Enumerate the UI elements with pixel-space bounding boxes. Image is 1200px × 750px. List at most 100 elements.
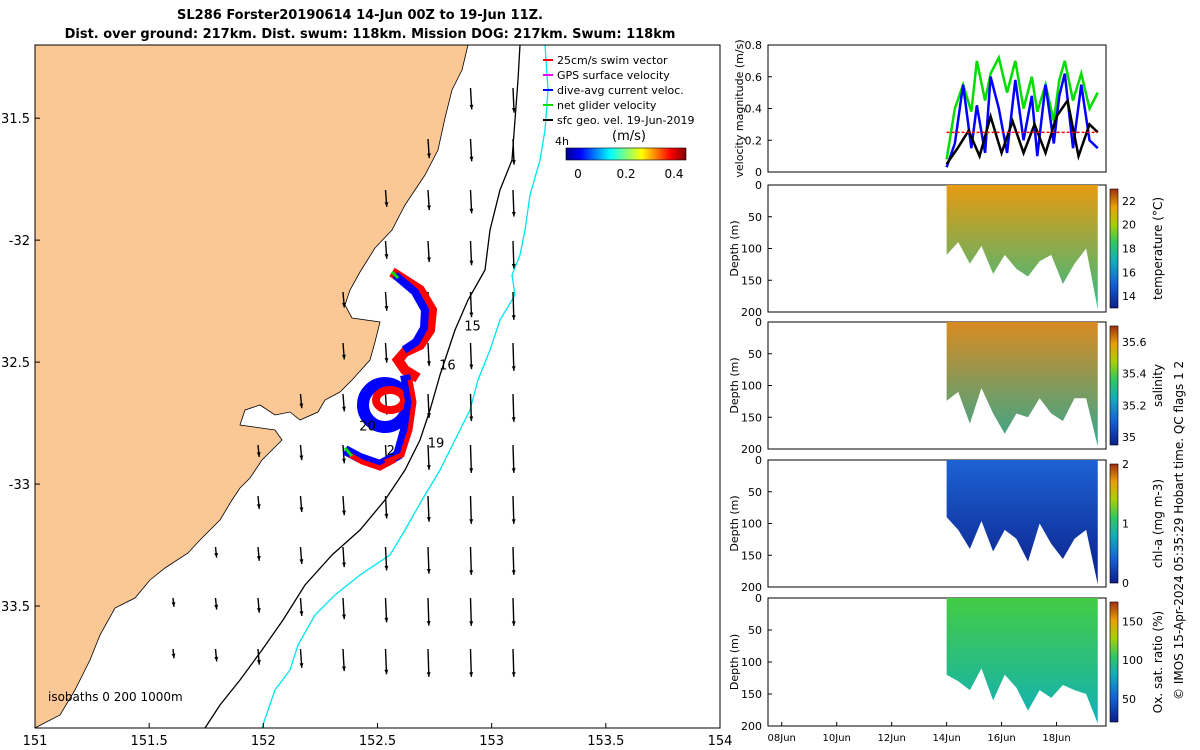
section-ytick-label: 0 bbox=[755, 592, 762, 605]
isobath-1000m bbox=[261, 45, 549, 728]
vector-arrowhead bbox=[427, 205, 431, 211]
colorbar-tick-label: 0.2 bbox=[616, 167, 635, 181]
section-ytick-label: 50 bbox=[748, 486, 762, 499]
colorbar-tick-label: 18 bbox=[1122, 243, 1136, 256]
vector-arrowhead bbox=[256, 452, 261, 457]
legend-item: GPS surface velocity bbox=[557, 69, 670, 82]
vector-arrowhead bbox=[214, 552, 219, 558]
vector-arrowhead bbox=[511, 468, 516, 473]
vector-arrowhead bbox=[384, 306, 389, 311]
vector-arrowhead bbox=[511, 519, 516, 524]
vector-arrowhead bbox=[511, 366, 516, 371]
colorbar-tick-label: 14 bbox=[1122, 290, 1136, 303]
vector-arrowhead bbox=[469, 364, 474, 370]
section-colorbar bbox=[1109, 325, 1119, 446]
map-ytick-label: 32.5 bbox=[1, 356, 30, 371]
velocity-ylabel: velocity magnitude (m/s) bbox=[733, 39, 746, 177]
salinity-section: 0 50 100 150 200 Depth (m) 35 35.2 35.4 35.6 salin… bbox=[728, 316, 1165, 456]
section-ytick-label: 200 bbox=[741, 720, 762, 733]
vector-arrowhead bbox=[341, 302, 346, 308]
colorbar-label: chl-a (mg m-3) bbox=[1151, 479, 1165, 568]
velocity-vector bbox=[512, 546, 515, 575]
vector-arrowhead bbox=[427, 257, 431, 263]
vector-arrowhead bbox=[384, 357, 389, 363]
colorbar-tick-label: 35.2 bbox=[1122, 399, 1147, 412]
vector-arrowhead bbox=[511, 417, 516, 422]
colorbar-tick-label: 0 bbox=[1122, 577, 1129, 590]
vector-arrowhead bbox=[426, 517, 431, 522]
credit-text: © IMOS 15-Apr-2024 05:35:29 Hobart time.… bbox=[1172, 360, 1186, 700]
vector-arrowhead bbox=[256, 504, 261, 509]
map-xtick-label: 151.5 bbox=[131, 734, 168, 749]
vector-arrowhead bbox=[511, 621, 516, 626]
vector-arrowhead bbox=[511, 672, 516, 677]
velocity-series-line bbox=[945, 73, 1099, 168]
colorbar-units: (m/s) bbox=[612, 129, 646, 144]
colorbar-tick-label: 50 bbox=[1122, 693, 1136, 706]
day-label: 2 bbox=[387, 444, 395, 459]
vector-arrowhead bbox=[299, 403, 304, 409]
vector-arrowhead bbox=[214, 604, 219, 610]
time-tick-label: 10Jun bbox=[823, 733, 851, 744]
vector-arrowhead bbox=[469, 156, 474, 162]
velocity-vector bbox=[512, 393, 515, 422]
vector-arrowhead bbox=[299, 507, 304, 513]
velocity-vector bbox=[512, 342, 515, 371]
vector-arrowhead bbox=[299, 663, 304, 668]
isobath-200m bbox=[204, 45, 521, 728]
vector-arrowhead bbox=[342, 562, 346, 568]
vector-arrowhead bbox=[426, 620, 431, 626]
vector-arrowhead bbox=[342, 614, 346, 620]
figure-title: SL286 Forster20190614 14-Jun 00Z to 19-J… bbox=[177, 8, 543, 23]
velocity-vector bbox=[469, 546, 473, 575]
vector-arrowhead bbox=[384, 202, 389, 207]
velocity-vector bbox=[427, 597, 430, 626]
vector-arrowhead bbox=[384, 565, 389, 571]
section-ylabel: Depth (m) bbox=[728, 357, 741, 413]
colorbar-tick-label: 150 bbox=[1122, 615, 1143, 628]
speed-colorbar bbox=[565, 147, 687, 161]
map-ticks: 151 151.5 152 152.5 153 153.5 15431.5-3232.5-3… bbox=[1, 112, 732, 749]
vector-arrowhead bbox=[469, 519, 474, 524]
vector-arrowhead bbox=[384, 513, 389, 519]
chl-a-section: 0 50 100 150 200 Depth (m) 0 1 2 chl-a (mg m-3) bbox=[728, 454, 1165, 594]
vector-arrowhead bbox=[341, 354, 346, 360]
glider-track bbox=[342, 267, 438, 471]
map-ytick-label: 31.5 bbox=[1, 112, 30, 127]
section-ytick-label: 100 bbox=[741, 656, 762, 669]
section-ytick-label: 50 bbox=[748, 624, 762, 637]
legend-item: 25cm/s swim vector bbox=[557, 54, 668, 67]
section-ytick-label: 150 bbox=[741, 549, 762, 562]
section-ytick-label: 50 bbox=[748, 348, 762, 361]
velocity-ytick-label: 0.4 bbox=[745, 103, 763, 116]
vector-arrowhead bbox=[256, 659, 261, 665]
colorbar-tick-label: 22 bbox=[1122, 195, 1136, 208]
vector-arrowhead bbox=[171, 653, 176, 659]
time-tick-label: 08Jun bbox=[768, 733, 796, 744]
vector-arrowhead bbox=[511, 211, 516, 217]
colorbar-label: temperature (°C) bbox=[1151, 197, 1165, 300]
map-xtick-label: 154 bbox=[708, 734, 733, 749]
land-mass bbox=[35, 45, 469, 728]
isobath-label: isobaths 0 200 1000m bbox=[48, 690, 183, 704]
vector-arrowhead bbox=[511, 107, 516, 113]
colorbar-tick-label: 35.4 bbox=[1122, 368, 1147, 381]
section-data-fill bbox=[946, 460, 1098, 585]
velocity-ytick-label: 0.8 bbox=[745, 39, 763, 52]
colorbar-tick-label: 35 bbox=[1122, 431, 1136, 444]
day-label: 20 bbox=[359, 419, 376, 434]
day-label: 16 bbox=[439, 358, 456, 373]
colorbar-label: Ox. sat. ratio (%) bbox=[1151, 611, 1165, 713]
legend-item: net glider velocity bbox=[557, 99, 657, 112]
velocity-ytick-label: 0 bbox=[755, 166, 762, 179]
day-label: 19 bbox=[428, 436, 445, 451]
vector-arrowhead bbox=[426, 672, 431, 677]
legend-item: sfc geo. vel. 19-Jun-2019 bbox=[557, 114, 694, 127]
velocity-vector bbox=[512, 495, 515, 524]
colorbar-tick-label: 100 bbox=[1122, 654, 1143, 667]
vector-arrowhead bbox=[342, 406, 346, 412]
temperature-section: 0 50 100 150 200 Depth (m) 14 16 18 20 22 temperatu… bbox=[728, 179, 1165, 319]
colorbar-label: salinity bbox=[1151, 364, 1165, 407]
time-tick-label: 16Jun bbox=[987, 733, 1015, 744]
section-colorbar bbox=[1109, 601, 1119, 723]
